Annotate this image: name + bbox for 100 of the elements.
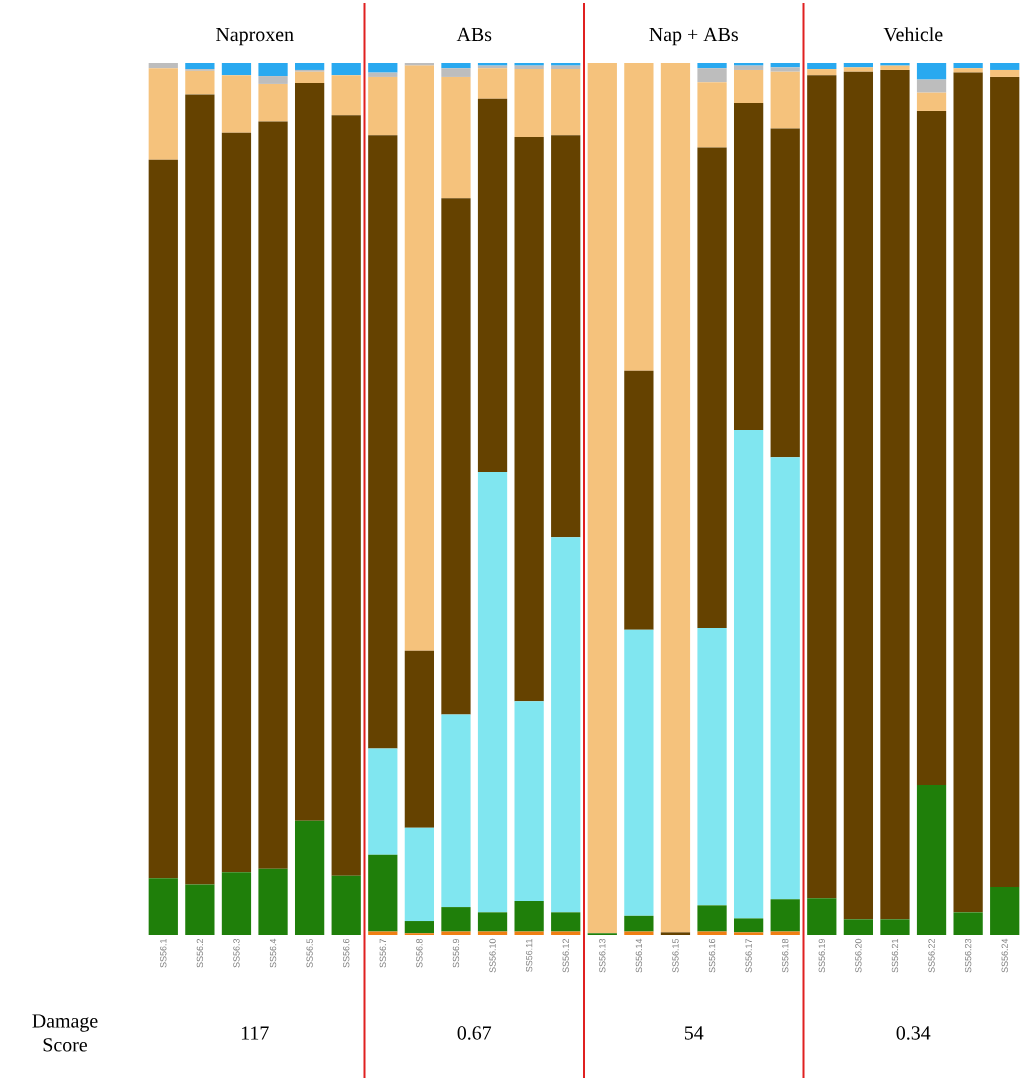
bar xyxy=(697,68,727,83)
bar xyxy=(368,748,398,855)
bar xyxy=(404,62,435,66)
bar xyxy=(733,62,764,66)
bar xyxy=(294,820,325,935)
bar xyxy=(880,69,910,920)
bar xyxy=(514,137,544,702)
bar xyxy=(624,629,654,916)
bar xyxy=(148,68,178,160)
bar xyxy=(258,62,288,77)
x-tick-label: SS56.16 xyxy=(708,938,716,973)
bar xyxy=(880,65,910,70)
bar xyxy=(807,69,837,76)
bar xyxy=(258,868,288,935)
x-tick-label: SS56.20 xyxy=(855,938,862,973)
bar xyxy=(551,135,581,538)
bar xyxy=(551,62,581,66)
bar xyxy=(733,69,764,104)
x-tick-label: SS56.18 xyxy=(782,938,789,973)
bar xyxy=(514,701,544,901)
x-tick-label: SS56.6 xyxy=(343,938,350,968)
bar xyxy=(624,370,654,630)
x-tick-label: SS56.12 xyxy=(562,938,569,973)
bar xyxy=(807,62,837,70)
bar xyxy=(477,912,508,932)
x-tick-label: SS56.4 xyxy=(269,938,277,968)
bar xyxy=(843,62,874,68)
bar xyxy=(990,69,1020,77)
bar xyxy=(331,75,361,116)
bar xyxy=(185,62,215,70)
bar xyxy=(733,932,764,935)
x-tick-label: SS56.7 xyxy=(379,938,386,968)
bar xyxy=(368,62,398,73)
bar xyxy=(441,62,471,69)
bar xyxy=(441,76,471,199)
bar xyxy=(258,83,288,122)
bar xyxy=(477,471,508,913)
bar xyxy=(185,70,215,95)
bar xyxy=(770,71,800,129)
bar xyxy=(697,82,727,148)
bar xyxy=(514,62,544,66)
x-tick-label: SS56.17 xyxy=(745,938,752,973)
bar xyxy=(294,71,325,84)
bar xyxy=(660,62,691,933)
bar xyxy=(624,915,654,932)
bar xyxy=(733,65,764,70)
text: 0.34 xyxy=(896,1026,931,1040)
bar xyxy=(990,887,1020,935)
bar xyxy=(953,912,983,935)
bar xyxy=(404,650,435,828)
bar xyxy=(551,912,581,932)
bar xyxy=(697,905,727,932)
x-tick-label: SS56.19 xyxy=(818,938,825,973)
bar xyxy=(221,872,252,935)
bar xyxy=(441,198,471,715)
bar xyxy=(404,921,435,934)
bar xyxy=(916,79,947,93)
x-tick-label: SS56.23 xyxy=(964,938,972,973)
bar xyxy=(368,854,398,932)
bar xyxy=(368,135,398,749)
bar xyxy=(441,68,471,77)
bar xyxy=(587,62,617,934)
x-tick-label: SS56.13 xyxy=(599,938,606,973)
bar xyxy=(294,62,325,70)
bar xyxy=(551,69,581,136)
bar xyxy=(477,98,508,472)
bar xyxy=(441,907,471,932)
text: Vehicle xyxy=(883,27,943,42)
bar xyxy=(770,62,800,68)
bar xyxy=(770,899,800,932)
x-tick-label: SS56.14 xyxy=(635,938,643,973)
bar xyxy=(514,69,544,138)
bar xyxy=(807,75,837,899)
bar xyxy=(916,785,947,935)
bar xyxy=(477,68,508,99)
bar xyxy=(697,628,727,906)
bar xyxy=(660,932,691,935)
x-tick-label: SS56.5 xyxy=(306,938,313,968)
bar xyxy=(258,121,288,869)
bar xyxy=(624,62,654,371)
bar xyxy=(770,128,800,458)
bar xyxy=(368,72,398,77)
bar xyxy=(221,62,252,76)
bar xyxy=(331,115,361,876)
text: Naproxen xyxy=(216,27,294,46)
x-tick-label: SS56.22 xyxy=(928,938,935,973)
bar xyxy=(770,67,800,72)
bar xyxy=(148,878,178,935)
x-tick-label: SS56.21 xyxy=(891,938,899,973)
x-tick-label: SS56.1 xyxy=(160,938,167,968)
x-tick-label: SS56.15 xyxy=(672,938,679,973)
text: ABs xyxy=(456,27,492,42)
bar xyxy=(148,159,178,879)
bar xyxy=(404,827,435,922)
x-tick-label: SS56.10 xyxy=(489,938,496,973)
bar xyxy=(221,75,252,133)
bar xyxy=(953,72,983,913)
bar xyxy=(294,83,325,821)
bar xyxy=(148,62,178,69)
bar xyxy=(843,919,874,935)
